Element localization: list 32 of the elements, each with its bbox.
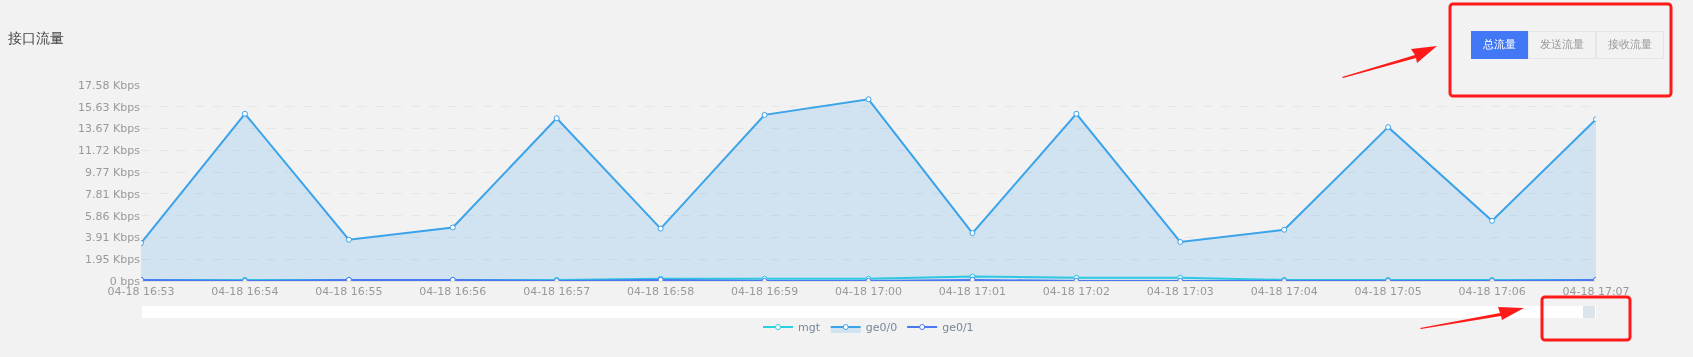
y-tick-label: 5.86 Kbps: [85, 209, 141, 223]
y-tick-label: 1.95 Kbps: [85, 253, 141, 267]
y-tick-label: 15.63 Kbps: [78, 100, 141, 114]
text: 接收流量: [1596, 31, 1664, 59]
x-tick-label: 04-18 16:54: [211, 285, 279, 299]
x-tick-label: 04-18 17:05: [1354, 285, 1422, 299]
legend-label: ge0/1: [942, 321, 974, 335]
x-tick-label: 04-18 17:07: [1562, 285, 1630, 299]
x-tick-label: 04-18 17:06: [1458, 285, 1526, 299]
x-tick-label: 04-18 16:59: [730, 285, 799, 299]
y-tick-label: 0 bps: [109, 274, 141, 288]
x-tick-label: 04-18 17:00: [834, 285, 903, 299]
x-tick-label: 04-18 17:04: [1250, 285, 1318, 299]
x-tick-label: 04-18 16:53: [107, 285, 175, 299]
text: 发送流量: [1528, 31, 1596, 59]
y-tick-label: 3.91 Kbps: [85, 231, 141, 245]
x-tick-label: 04-18 17:03: [1146, 285, 1214, 299]
y-tick-label: 17.58 Kbps: [78, 78, 141, 92]
y-tick-label: 7.81 Kbps: [85, 187, 141, 201]
legend-label: mgt: [798, 321, 821, 335]
x-tick-label: 04-18 17:02: [1042, 285, 1110, 299]
x-tick-label: 04-18 17:01: [938, 285, 1007, 299]
chart-title: 接口流量: [8, 30, 64, 48]
x-tick-label: 04-18 16:55: [315, 285, 383, 299]
y-tick-label: 13.67 Kbps: [78, 122, 141, 136]
x-tick-label: 04-18 16:57: [523, 285, 591, 299]
text: 总流量: [1471, 31, 1528, 59]
x-tick-label: 04-18 16:58: [627, 285, 695, 299]
y-tick-label: 11.72 Kbps: [78, 144, 141, 158]
legend-label: ge0/0: [865, 321, 898, 335]
x-tick-label: 04-18 16:56: [419, 285, 487, 299]
y-tick-label: 9.77 Kbps: [85, 165, 141, 179]
